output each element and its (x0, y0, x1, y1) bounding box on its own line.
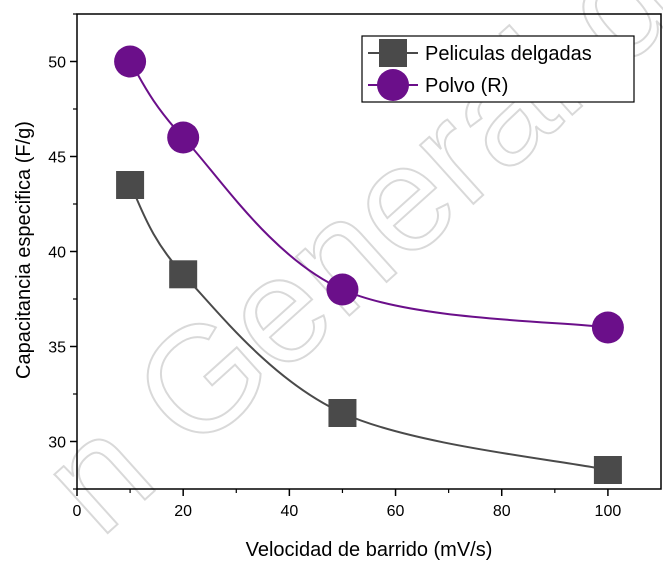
x-tick-label: 60 (387, 503, 405, 520)
data-point-series-2 (326, 273, 359, 306)
series-line-2 (129, 60, 609, 329)
y-tick-label: 30 (48, 435, 66, 452)
x-axis-title: Velocidad de barrido (mV/s) (246, 539, 493, 561)
legend-label: Polvo (R) (425, 75, 508, 97)
y-tick-label: 35 (48, 340, 66, 357)
data-point-series-1 (593, 456, 622, 484)
legend-marker (379, 39, 407, 67)
data-point-series-2 (167, 121, 200, 154)
data-point-series-1 (169, 260, 198, 289)
x-axis: 0 20 40 60 80 100 (73, 489, 622, 520)
data-point-series-1 (116, 171, 145, 199)
y-axis-title: Capacitancia especifica (F/g) (13, 121, 35, 379)
x-tick-label: 20 (174, 503, 192, 520)
x-tick-label: 40 (280, 503, 298, 520)
series-line-1 (129, 184, 609, 471)
y-tick-label: 45 (48, 150, 66, 167)
data-point-series-2 (591, 311, 624, 344)
series-layer (114, 45, 624, 484)
y-axis: 30 35 40 45 50 (48, 13, 77, 490)
x-tick-label: 80 (493, 503, 511, 520)
y-tick-label: 40 (48, 245, 66, 262)
legend: Peliculas delgadas Polvo (R) (361, 35, 635, 103)
legend-marker (377, 69, 409, 101)
data-point-series-1 (328, 399, 357, 427)
data-point-series-2 (114, 45, 147, 78)
x-tick-label: 0 (73, 503, 82, 520)
x-tick-label: 100 (595, 503, 622, 520)
y-tick-label: 50 (48, 55, 66, 72)
legend-label: Peliculas delgadas (425, 43, 592, 65)
